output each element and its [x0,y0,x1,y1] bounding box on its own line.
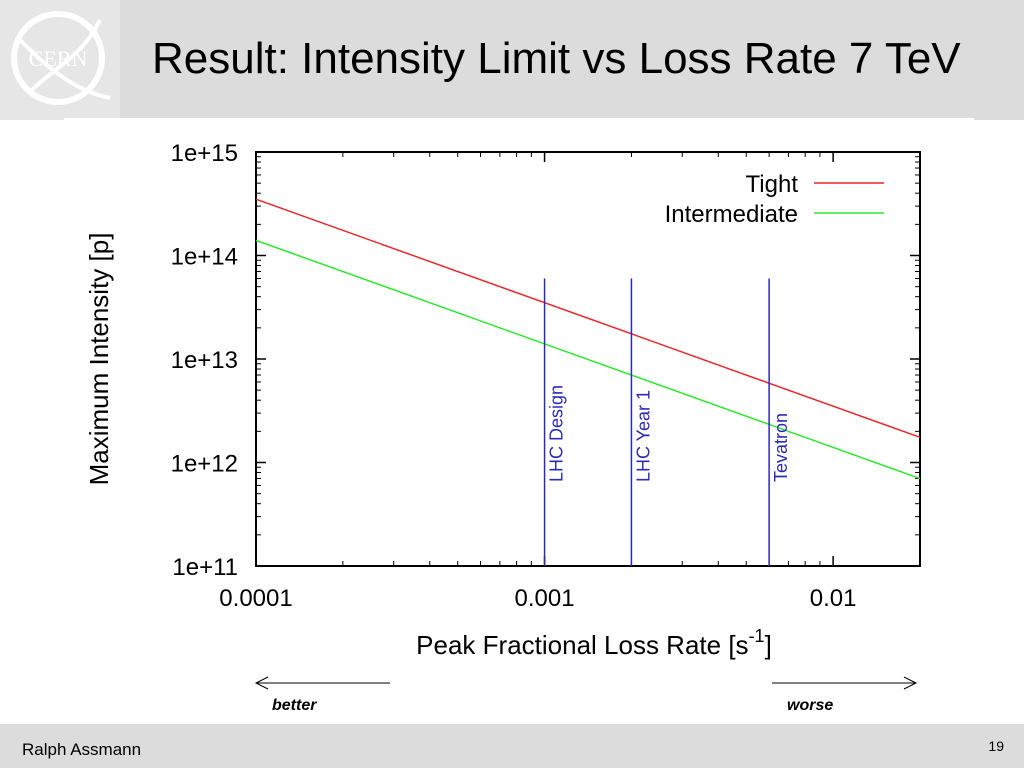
legend-label: Intermediate [665,201,798,228]
worse-arrow-head [903,676,918,690]
vline-label: LHC Year 1 [633,390,653,482]
x-tick-label: 0.001 [515,585,575,612]
y-tick-label: 1e+14 [171,244,238,271]
slide-title: Result: Intensity Limit vs Loss Rate 7 T… [152,34,961,83]
legend-label: Tight [746,171,799,198]
series-line-intermediate [255,239,921,480]
better-label: better [272,697,317,714]
cern-logo-icon: CERN [11,11,111,105]
y-tick-label: 1e+13 [171,347,238,374]
series-line-tight [255,198,921,439]
slide-footer: Ralph Assmann 19 [0,724,1024,768]
author-name: Ralph Assmann [22,740,142,759]
chart: 1e+11 1e+12 1e+13 1e+14 1e+15 0.0001 0.001 0.01… [84,140,921,690]
slide-header: CERN Result: Intensity Limit vs Loss Rat… [0,0,1024,120]
x-tick-label: 0.0001 [219,585,292,612]
worse-label: worse [787,697,834,714]
x-tick-label: 0.01 [810,585,857,612]
y-axis-label: Maximum Intensity [p] [84,233,114,486]
vline-label: Tevatron [771,413,791,482]
better-arrow-head [254,676,269,690]
page-number: 19 [988,738,1004,754]
y-tick-label: 1e+12 [171,451,238,478]
logo-text: CERN [29,46,88,71]
y-tick-label: 1e+15 [171,140,238,167]
cern-logo: CERN [0,0,120,120]
vline-label: LHC Design [547,385,567,482]
plot-area: 1e+11 1e+12 1e+13 1e+14 1e+15 0.0001 0.001 0.01… [64,118,974,720]
x-axis-label: Peak Fractional Loss Rate [s-1] [416,626,772,660]
y-tick-label: 1e+11 [172,554,238,581]
